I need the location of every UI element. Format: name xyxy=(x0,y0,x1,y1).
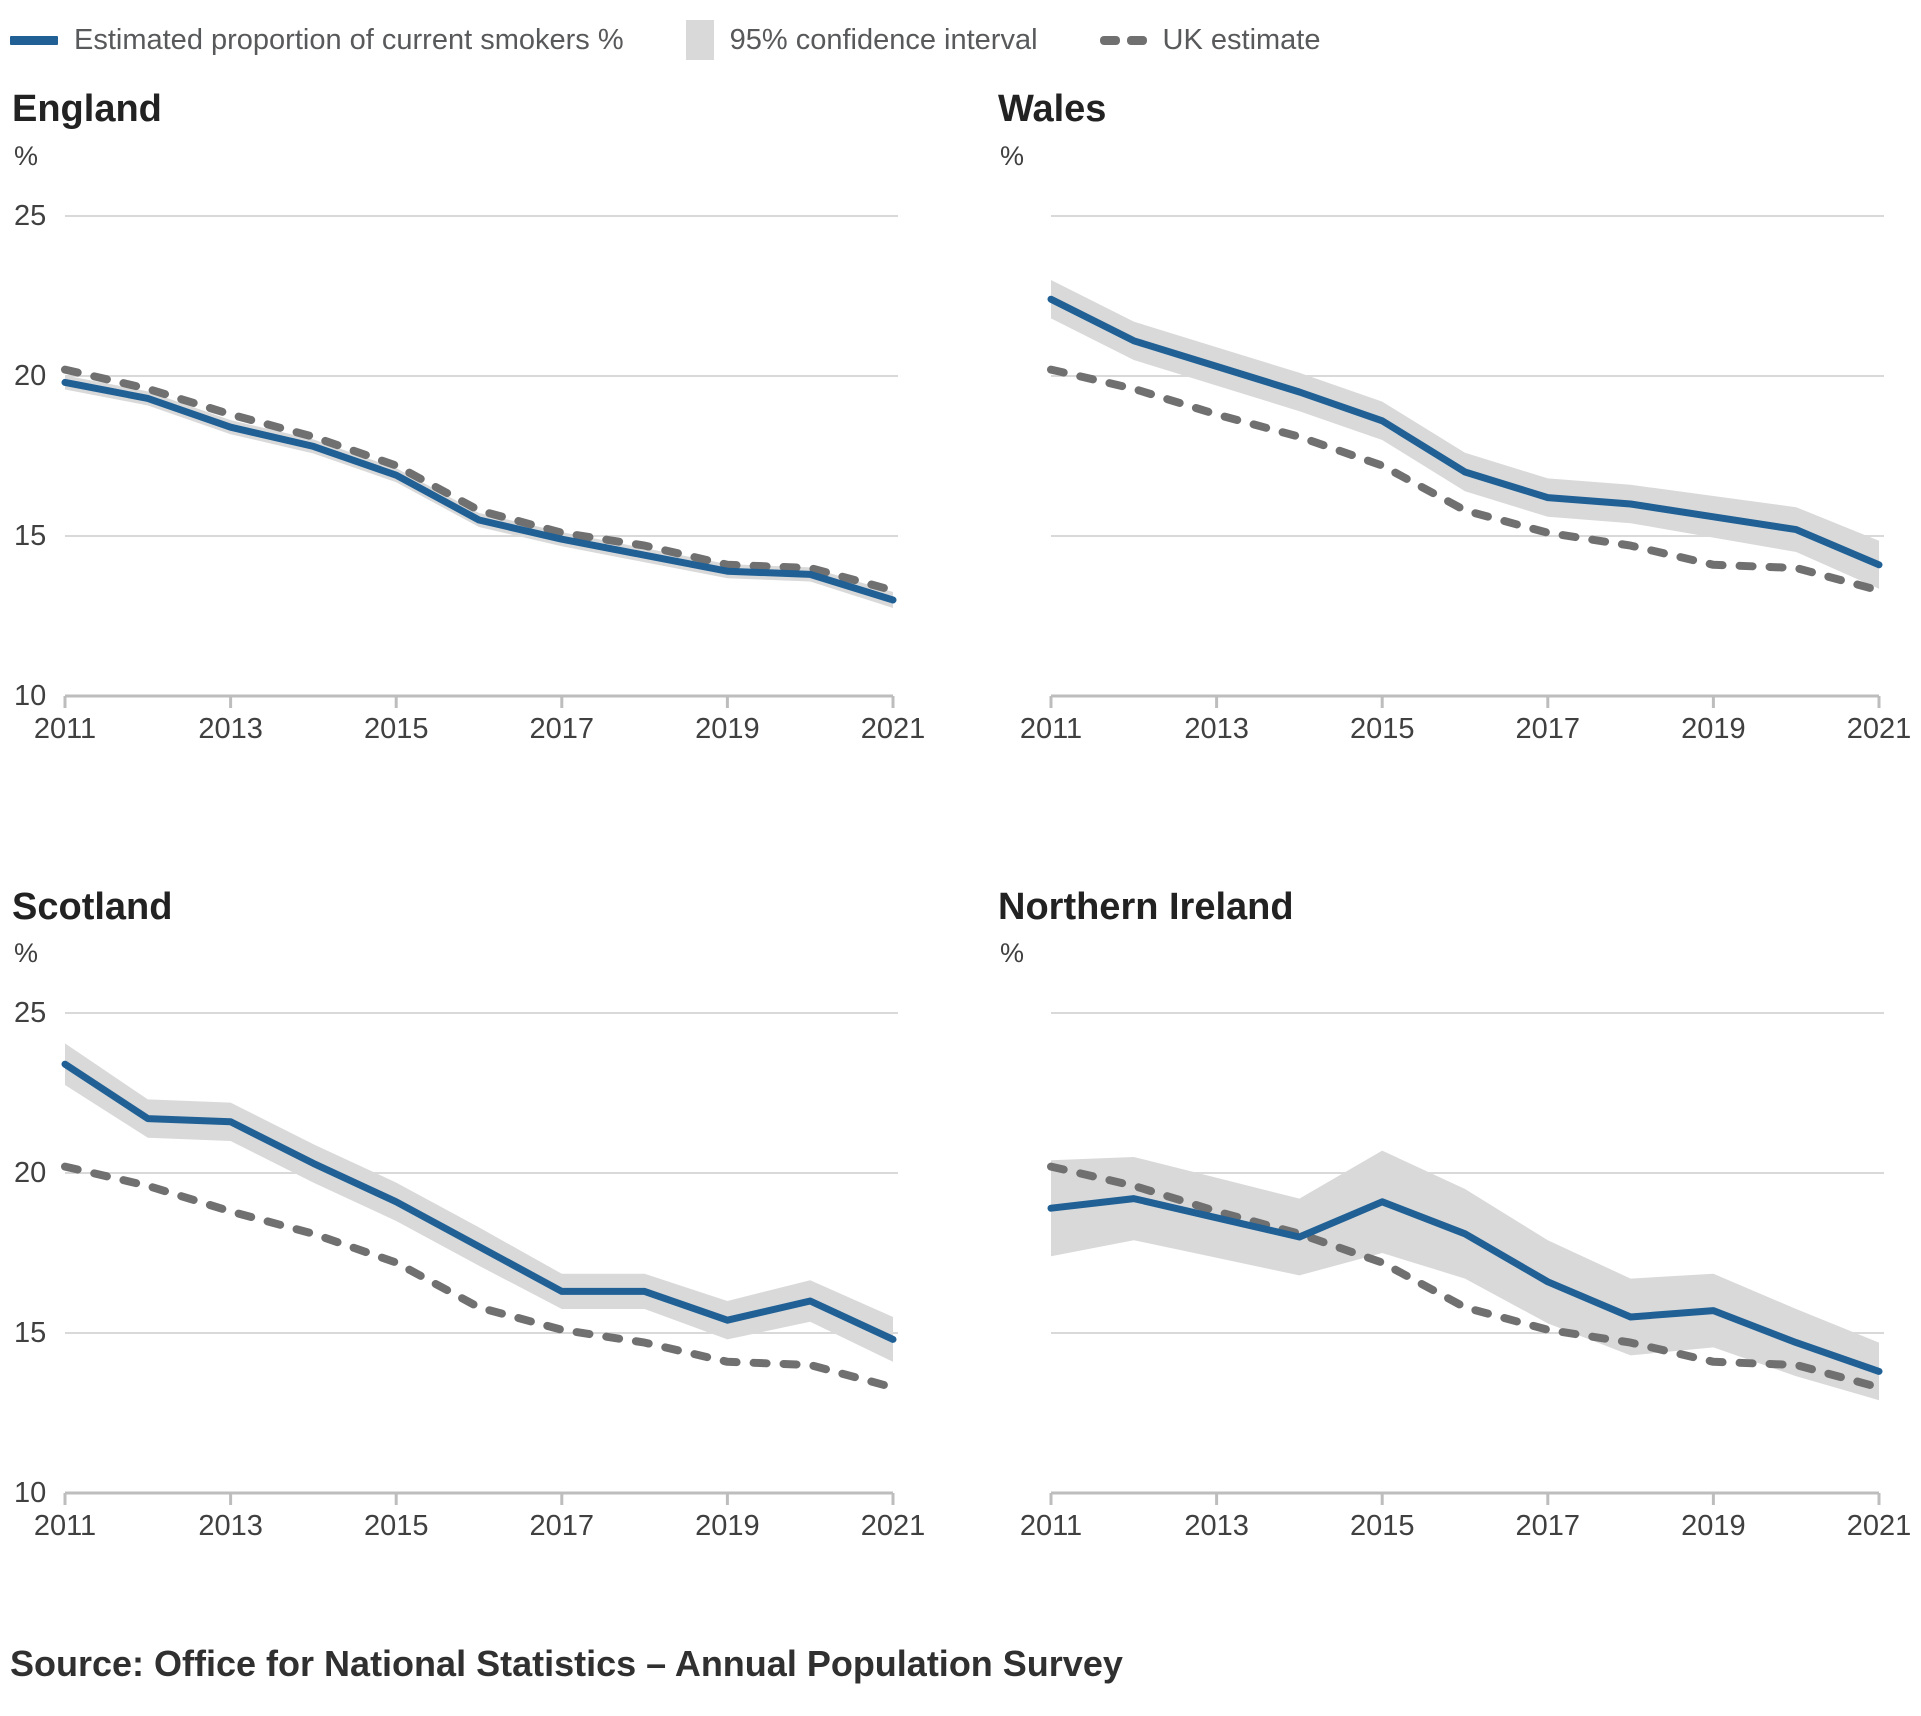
chart-panel-scotland: Scotland % 2011 2013 2015 2017 2019 2021 10 15 2… xyxy=(8,872,928,1552)
x-tick-label: 2011 xyxy=(34,1510,96,1542)
x-tick-label: 2019 xyxy=(1681,1510,1746,1542)
chart-panel-wales: Wales % 2011 2013 2015 2017 2019 2021 xyxy=(994,74,1914,754)
y-tick-label: 15 xyxy=(14,520,46,552)
smokers-line xyxy=(1047,1195,1883,1375)
uk-estimate-line xyxy=(1047,365,1883,594)
england-chart: 2011 2013 2015 2017 2019 2021 10 15 20 25 xyxy=(8,176,928,754)
legend-item-ci: 95% confidence interval xyxy=(685,20,1038,60)
x-tick-label: 2011 xyxy=(1020,713,1082,745)
y-tick-label: 20 xyxy=(14,360,46,392)
smokers-line xyxy=(61,378,897,604)
chart-title-england: England xyxy=(12,88,162,130)
chart-panel-northern-ireland: Northern Ireland % 2011 2013 2015 2017 2019 2… xyxy=(994,872,1914,1552)
x-tick-label: 2021 xyxy=(1847,713,1912,745)
smokers-line xyxy=(1047,295,1883,568)
y-tick-label: 25 xyxy=(14,997,46,1029)
x-tick-label: 2013 xyxy=(1184,713,1249,745)
chart-title-northern-ireland: Northern Ireland xyxy=(998,885,1294,928)
y-tick-label: 25 xyxy=(14,200,46,232)
chart-title-wales: Wales xyxy=(998,88,1107,130)
x-tick-label: 2017 xyxy=(530,713,595,745)
england-chart-svg: 2011 2013 2015 2017 2019 2021 10 15 20 25 xyxy=(14,200,926,745)
x-tick-label: 2011 xyxy=(1020,1510,1082,1542)
x-tick-label: 2019 xyxy=(695,1510,760,1542)
y-axis-unit-label: % xyxy=(14,140,39,171)
y-axis-unit-label: % xyxy=(1000,938,1025,969)
y-tick-label: 15 xyxy=(14,1317,46,1349)
y-axis-unit-label: % xyxy=(1000,140,1025,171)
chart-panel-england: England % 2011 2013 2015 2017 2019 2021 10 15 20… xyxy=(8,74,928,754)
x-tick-label: 2021 xyxy=(861,1510,926,1542)
x-tick-label: 2011 xyxy=(34,713,96,745)
x-tick-label: 2017 xyxy=(530,1510,595,1542)
chart-title-scotland: Scotland xyxy=(12,885,173,928)
uk-dashed-swatch-icon xyxy=(1099,35,1147,45)
chart-legend: Estimated proportion of current smokers … xyxy=(8,12,1921,64)
x-tick-label: 2021 xyxy=(1847,1510,1912,1542)
x-tick-label: 2013 xyxy=(198,1510,263,1542)
northern-ireland-chart: 2011 2013 2015 2017 2019 2021 xyxy=(994,973,1914,1551)
wales-chart-svg: 2011 2013 2015 2017 2019 2021 xyxy=(1020,214,1912,745)
wales-chart: 2011 2013 2015 2017 2019 2021 xyxy=(994,176,1914,754)
x-tick-label: 2013 xyxy=(198,713,263,745)
x-tick-label: 2015 xyxy=(1350,713,1415,745)
legend-item-uk: UK estimate xyxy=(1099,23,1321,57)
source-note: Source: Office for National Statistics –… xyxy=(10,1643,1123,1685)
ci-band-swatch-icon xyxy=(685,20,714,60)
y-tick-label: 20 xyxy=(14,1157,46,1189)
smokers-line-swatch-icon xyxy=(10,35,58,45)
legend-label-uk: UK estimate xyxy=(1162,23,1321,56)
uk-estimate-line xyxy=(1047,1162,1883,1392)
ci-band xyxy=(1051,279,1879,589)
legend-label-ci: 95% confidence interval xyxy=(729,23,1038,56)
smokers-line xyxy=(61,1060,897,1343)
legend-item-smokers: Estimated proportion of current smokers … xyxy=(10,24,624,57)
x-tick-label: 2013 xyxy=(1184,1510,1249,1542)
uk-estimate-line xyxy=(61,365,897,594)
x-tick-label: 2017 xyxy=(1516,1510,1581,1542)
legend-label-smokers: Estimated proportion of current smokers … xyxy=(74,23,624,56)
scotland-chart-svg: 2011 2013 2015 2017 2019 2021 10 15 20 25 xyxy=(14,997,926,1542)
x-tick-label: 2017 xyxy=(1516,713,1581,745)
ci-band xyxy=(1051,1150,1879,1401)
y-tick-label: 10 xyxy=(14,680,46,712)
facet-grid: England % 2011 2013 2015 2017 2019 2021 10 15 20… xyxy=(8,74,1921,1551)
x-tick-label: 2015 xyxy=(364,713,429,745)
uk-estimate-line xyxy=(61,1162,897,1392)
scotland-chart: 2011 2013 2015 2017 2019 2021 10 15 20 25 xyxy=(8,973,928,1551)
x-tick-label: 2019 xyxy=(695,713,760,745)
x-tick-label: 2019 xyxy=(1681,713,1746,745)
y-axis-unit-label: % xyxy=(14,938,39,969)
northern-ireland-chart-svg: 2011 2013 2015 2017 2019 2021 xyxy=(1020,1012,1912,1542)
x-tick-label: 2021 xyxy=(861,713,926,745)
y-tick-label: 10 xyxy=(14,1477,46,1509)
x-tick-label: 2015 xyxy=(1350,1510,1415,1542)
x-tick-label: 2015 xyxy=(364,1510,429,1542)
